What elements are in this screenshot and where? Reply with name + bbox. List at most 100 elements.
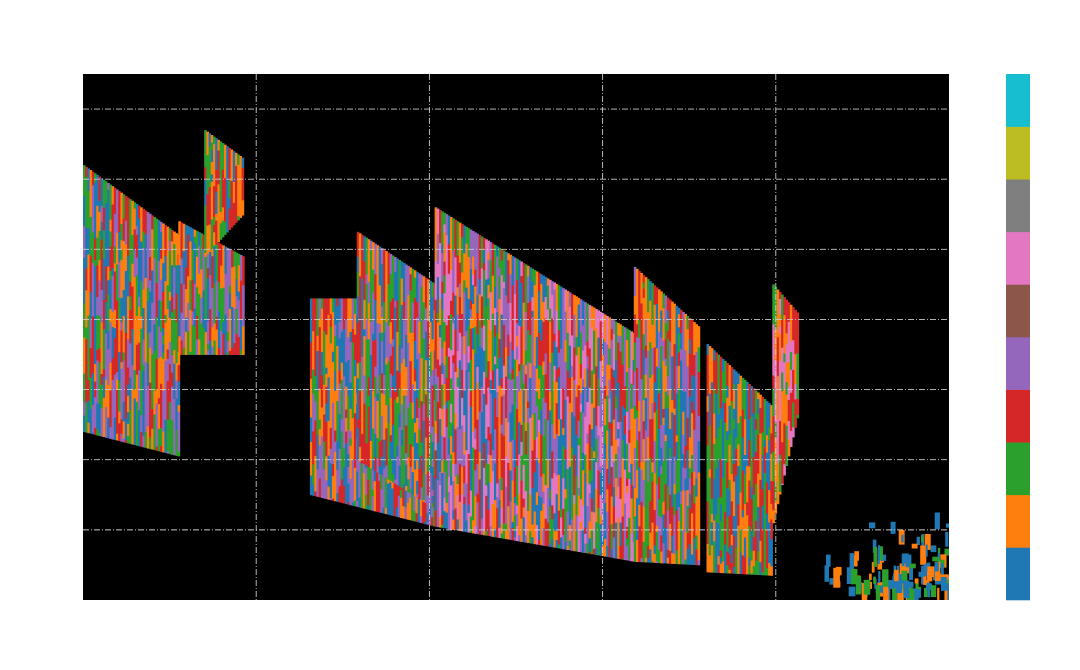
data-cell (157, 300, 161, 327)
data-cell (476, 295, 479, 314)
data-cell (649, 532, 652, 550)
data-cell (374, 376, 377, 398)
data-cell (544, 518, 548, 547)
data-cell (107, 206, 110, 241)
data-cell (577, 495, 581, 517)
data-cell (233, 343, 236, 355)
data-cell (422, 420, 426, 447)
data-cell (669, 550, 672, 564)
data-cell (204, 332, 208, 355)
colorbar-swatch (1006, 389, 1030, 443)
data-cell (516, 376, 519, 410)
data-cell (376, 458, 380, 473)
data-cell (557, 544, 561, 549)
data-cell (162, 328, 165, 336)
data-cell (655, 409, 659, 454)
data-cell (724, 512, 727, 532)
data-cell (593, 458, 596, 492)
data-cell (653, 412, 657, 429)
data-cell (706, 461, 710, 502)
data-cell (353, 334, 357, 361)
data-cell (389, 397, 393, 423)
data-cell (710, 475, 714, 483)
data-cell (640, 273, 643, 304)
data-cell (509, 341, 512, 374)
data-cell (314, 401, 317, 421)
data-cell (140, 281, 143, 317)
data-cell (180, 340, 184, 355)
data-cell (781, 372, 784, 392)
data-cell (202, 327, 206, 355)
data-cell (467, 273, 471, 300)
data-cell (447, 491, 451, 530)
data-cell (487, 252, 490, 261)
data-cell (485, 485, 488, 497)
data-cell (566, 370, 570, 397)
data-cell (666, 510, 670, 531)
data-cell (133, 389, 137, 399)
data-cell (168, 240, 172, 252)
data-cell (231, 307, 234, 349)
data-cell (340, 431, 344, 462)
data-cell (601, 355, 605, 377)
data-cell (502, 435, 506, 480)
data-cell (551, 392, 554, 426)
data-cell (429, 433, 432, 467)
data-cell (743, 513, 747, 538)
data-cell (483, 270, 486, 300)
data-cell (730, 474, 734, 490)
data-cell (365, 318, 369, 340)
data-cell (551, 538, 554, 548)
data-cell (529, 531, 532, 544)
data-cell (571, 412, 574, 448)
data-cell (378, 333, 382, 376)
data-cell (467, 512, 471, 529)
data-cell (553, 513, 556, 532)
data-cell (491, 275, 495, 304)
data-cell (369, 250, 373, 293)
data-cell (610, 548, 614, 558)
data-cell (431, 426, 435, 443)
data-cell (538, 365, 541, 379)
data-cell (124, 298, 128, 334)
data-cell (571, 377, 574, 413)
data-cell (615, 522, 618, 559)
data-cell (120, 362, 123, 370)
data-cell (323, 414, 326, 442)
data-cell (166, 226, 170, 253)
data-cell (149, 398, 152, 429)
data-cell (662, 461, 665, 471)
data-cell (329, 463, 333, 487)
data-cell (500, 249, 504, 261)
data-cell (474, 353, 477, 390)
data-cell (422, 473, 426, 501)
data-cell (666, 450, 670, 487)
data-cell (409, 332, 413, 362)
data-cell (752, 413, 756, 440)
data-cell (94, 260, 97, 267)
data-cell (513, 503, 517, 516)
data-cell (168, 364, 172, 403)
data-cell (198, 339, 201, 355)
data-cell (164, 322, 167, 361)
data-cell (638, 400, 641, 432)
data-cell (458, 283, 462, 298)
data-cell (452, 519, 455, 530)
data-cell (599, 515, 603, 525)
data-cell (604, 444, 607, 461)
data-cell (619, 498, 622, 523)
data-cell (107, 331, 110, 350)
data-cell (542, 435, 545, 475)
data-cell (342, 360, 346, 377)
data-cell (334, 309, 337, 326)
data-cell (686, 506, 690, 534)
data-cell (476, 493, 479, 503)
data-cell (564, 311, 567, 341)
data-cell (394, 271, 397, 301)
data-cell (122, 438, 126, 443)
data-cell (463, 280, 466, 293)
data-cell (636, 440, 639, 471)
data-cell (693, 485, 696, 504)
data-cell (168, 402, 172, 445)
data-cell (518, 482, 521, 495)
